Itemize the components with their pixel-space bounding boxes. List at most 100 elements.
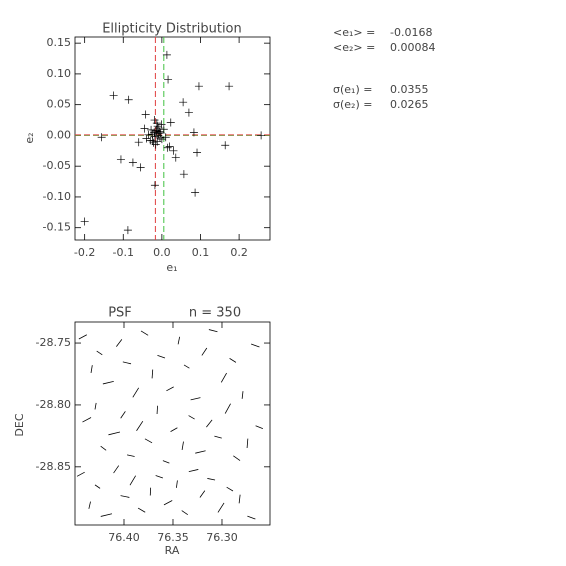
stat-value: 0.0355 [390,83,429,96]
point [123,226,132,235]
point [151,140,160,149]
y-tick-label: -28.85 [36,460,71,473]
plot-frame [74,321,271,526]
whisker [137,507,146,513]
y-tick-label: 0.10 [47,67,72,80]
point [147,125,156,134]
whisker [251,343,260,348]
point [157,120,166,129]
stat-value: -0.0168 [390,26,432,39]
stat-value: 0.0265 [390,98,429,111]
point [159,125,168,134]
point [144,130,153,139]
whisker [190,397,201,401]
whisker [181,441,184,451]
whisker [122,361,132,365]
whisker [206,419,213,428]
y-tick-label: -0.15 [43,221,71,234]
point [225,82,234,91]
point [134,138,143,147]
chart-title: PSF [108,306,132,321]
point [157,135,166,144]
point [155,127,164,136]
y-tick-label: -0.05 [43,159,71,172]
whisker [94,484,101,489]
whisker [126,454,135,457]
y-tick-label: -28.80 [36,398,71,411]
whisker [217,502,225,513]
whisker [102,380,114,385]
whisker [156,405,158,415]
x-tick-label: 76.30 [206,531,238,544]
y-tick-label: -0.10 [43,190,71,203]
point [169,146,178,155]
whisker [224,403,231,414]
whisker [151,369,154,379]
point [194,82,203,91]
y-tick-label: 0.15 [47,36,72,49]
point [179,170,188,179]
whisker [207,478,216,481]
point [116,155,125,164]
plot-frame [74,36,271,241]
whisker [155,475,164,479]
point [164,75,173,84]
whisker [183,364,190,369]
point [152,119,161,128]
y-tick-label: -28.75 [36,336,71,349]
whisker [76,471,85,477]
x-tick-label: 0.1 [192,246,210,259]
point [142,134,151,143]
point [163,143,172,152]
point [136,163,145,172]
point [150,132,159,141]
whisker [247,515,256,520]
whisker [226,486,234,492]
point [152,127,161,136]
stat-label: <e₂> = [333,41,375,54]
point [257,131,266,140]
whisker [241,391,244,399]
point [80,217,89,226]
whisker [144,438,153,444]
y-axis-label: DEC [13,413,26,436]
whisker [188,469,199,473]
point [140,124,149,133]
stat-label: σ(e₂) = [333,98,372,111]
point [109,91,118,100]
point [128,158,137,167]
whisker [214,435,222,439]
point [161,133,170,142]
x-tick-label: -0.1 [113,246,134,259]
point [184,108,193,117]
point [150,181,159,190]
point [148,136,157,145]
whisker [246,438,249,449]
whisker [170,427,178,432]
whisker [195,450,206,454]
y-axis-label: e₂ [23,132,36,143]
whisker [94,402,97,410]
whisker [255,425,263,429]
whisker [199,490,206,498]
whisker [181,510,188,515]
point [153,137,162,146]
point [141,110,150,119]
whisker [100,513,113,517]
whisker [136,420,144,431]
point [189,128,198,137]
point [193,148,202,157]
whisker [176,480,178,488]
point [221,141,230,150]
whisker [116,339,123,347]
point [150,116,159,125]
whisker [201,347,208,356]
point [191,188,200,197]
x-tick-label: -0.2 [74,246,95,259]
whisker [162,460,170,464]
stat-value: 0.00084 [390,41,436,54]
whisker [129,475,136,486]
whisker [132,387,140,398]
whisker [166,386,174,392]
